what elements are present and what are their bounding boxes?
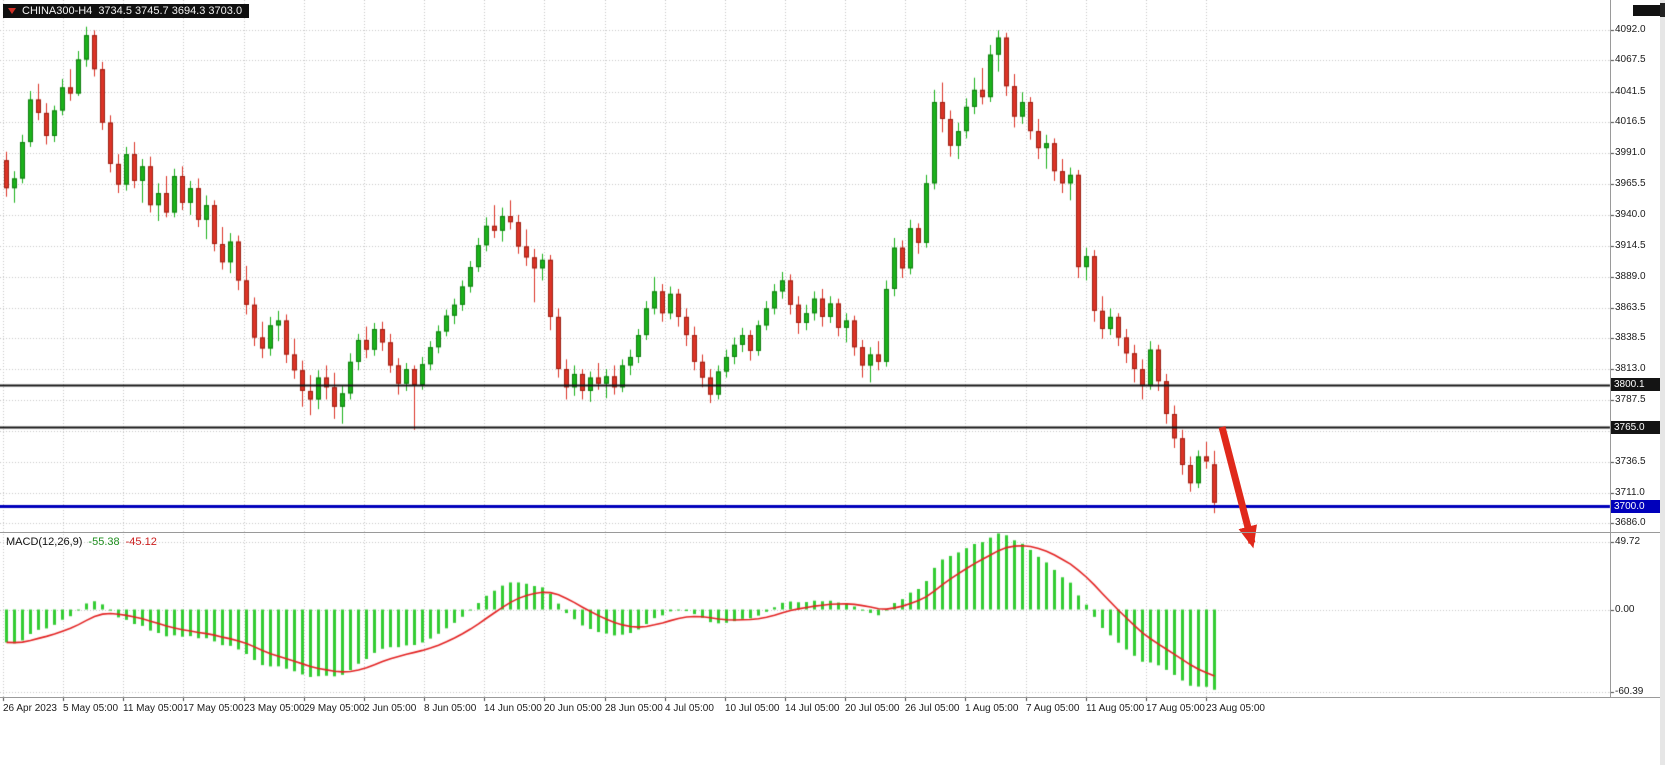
scrollbar-thumb[interactable] [1660,3,1665,17]
price-tick-label: 3838.5 [1615,332,1646,344]
indicator-axis[interactable]: 49.72 0.00 -60.39 [1610,533,1665,697]
price-tick-label: 3736.5 [1615,455,1646,467]
time-tick-label: 14 Jul 05:00 [785,703,840,714]
price-level-tag: 3800.1 [1611,378,1662,392]
price-axis[interactable]: 4092.0 4067.5 4041.5 4016.5 3991.0 3965.5 3940… [1610,0,1665,533]
price-tick-label: 3965.5 [1615,177,1646,189]
pane-separator[interactable] [0,532,1665,533]
time-axis[interactable]: 26 Apr 2023 5 May 05:00 11 May 05:00 17 May… [0,698,1610,765]
time-tick-label: 26 Jul 05:00 [905,703,960,714]
time-tick-label: 2 Jun 05:00 [364,703,417,714]
time-tick-label: 4 Jul 05:00 [665,703,714,714]
price-tick-label: 4067.5 [1615,54,1646,66]
time-tick-label: 17 Aug 05:00 [1146,703,1205,714]
time-tick-label: 11 May 05:00 [123,703,183,714]
symbol-label: CHINA300-H4 [22,5,93,17]
indicator-macd-value: -55.38 [88,536,120,548]
time-tick-label: 10 Jul 05:00 [725,703,780,714]
indicator-tick-label: -60.39 [1615,686,1644,698]
price-tick-label: 4016.5 [1615,116,1646,128]
price-tick-label: 3711.0 [1615,486,1645,498]
indicator-signal-value: -45.12 [125,536,157,548]
time-tick-label: 23 Aug 05:00 [1206,703,1265,714]
price-tick-label: 3813.0 [1615,363,1646,375]
price-tick-label: 3686.0 [1615,517,1646,529]
time-tick-label: 5 May 05:00 [63,703,119,714]
indicator-tick-label: 0.00 [1615,603,1635,615]
time-tick-label: 20 Jun 05:00 [544,703,602,714]
price-tick-label: 4041.5 [1615,85,1646,97]
time-tick-label: 28 Jun 05:00 [605,703,663,714]
price-tick-label: 3991.0 [1615,146,1646,158]
price-tick-label: 4092.0 [1615,24,1646,36]
time-tick-label: 20 Jul 05:00 [845,703,900,714]
indicator-label: MACD(12,26,9) -55.38 -45.12 [6,536,157,548]
time-tick-label: 1 Aug 05:00 [965,703,1019,714]
chart-scrollbar[interactable] [1660,0,1665,765]
ohlc-label: 3734.5 3745.7 3694.3 3703.0 [98,5,243,17]
price-tick-label: 3863.5 [1615,301,1646,313]
indicator-name: MACD(12,26,9) [6,536,83,548]
time-tick-label: 7 Aug 05:00 [1026,703,1080,714]
price-level-tag: 3700.0 [1611,499,1662,513]
price-tick-label: 3787.5 [1615,394,1646,406]
time-tick-label: 23 May 05:00 [244,703,305,714]
time-tick-label: 29 May 05:00 [304,703,365,714]
price-level-tag: 3765.0 [1611,420,1662,434]
price-tick-label: 3940.0 [1615,208,1646,220]
chart-shift-marker[interactable] [1633,5,1660,16]
dropdown-triangle-icon[interactable] [8,8,16,14]
price-tick-label: 3914.5 [1615,239,1646,251]
time-tick-label: 8 Jun 05:00 [424,703,477,714]
price-tick-label: 3889.0 [1615,270,1646,282]
symbol-ohlc-badge: CHINA300-H4 3734.5 3745.7 3694.3 3703.0 [3,4,250,18]
time-tick-label: 26 Apr 2023 [3,703,57,714]
price-axis-separator [1610,0,1611,698]
time-axis-separator [0,697,1665,698]
time-tick-label: 14 Jun 05:00 [484,703,542,714]
time-tick-label: 17 May 05:00 [183,703,244,714]
time-tick-label: 11 Aug 05:00 [1086,703,1145,714]
indicator-tick-label: 49.72 [1615,535,1641,547]
